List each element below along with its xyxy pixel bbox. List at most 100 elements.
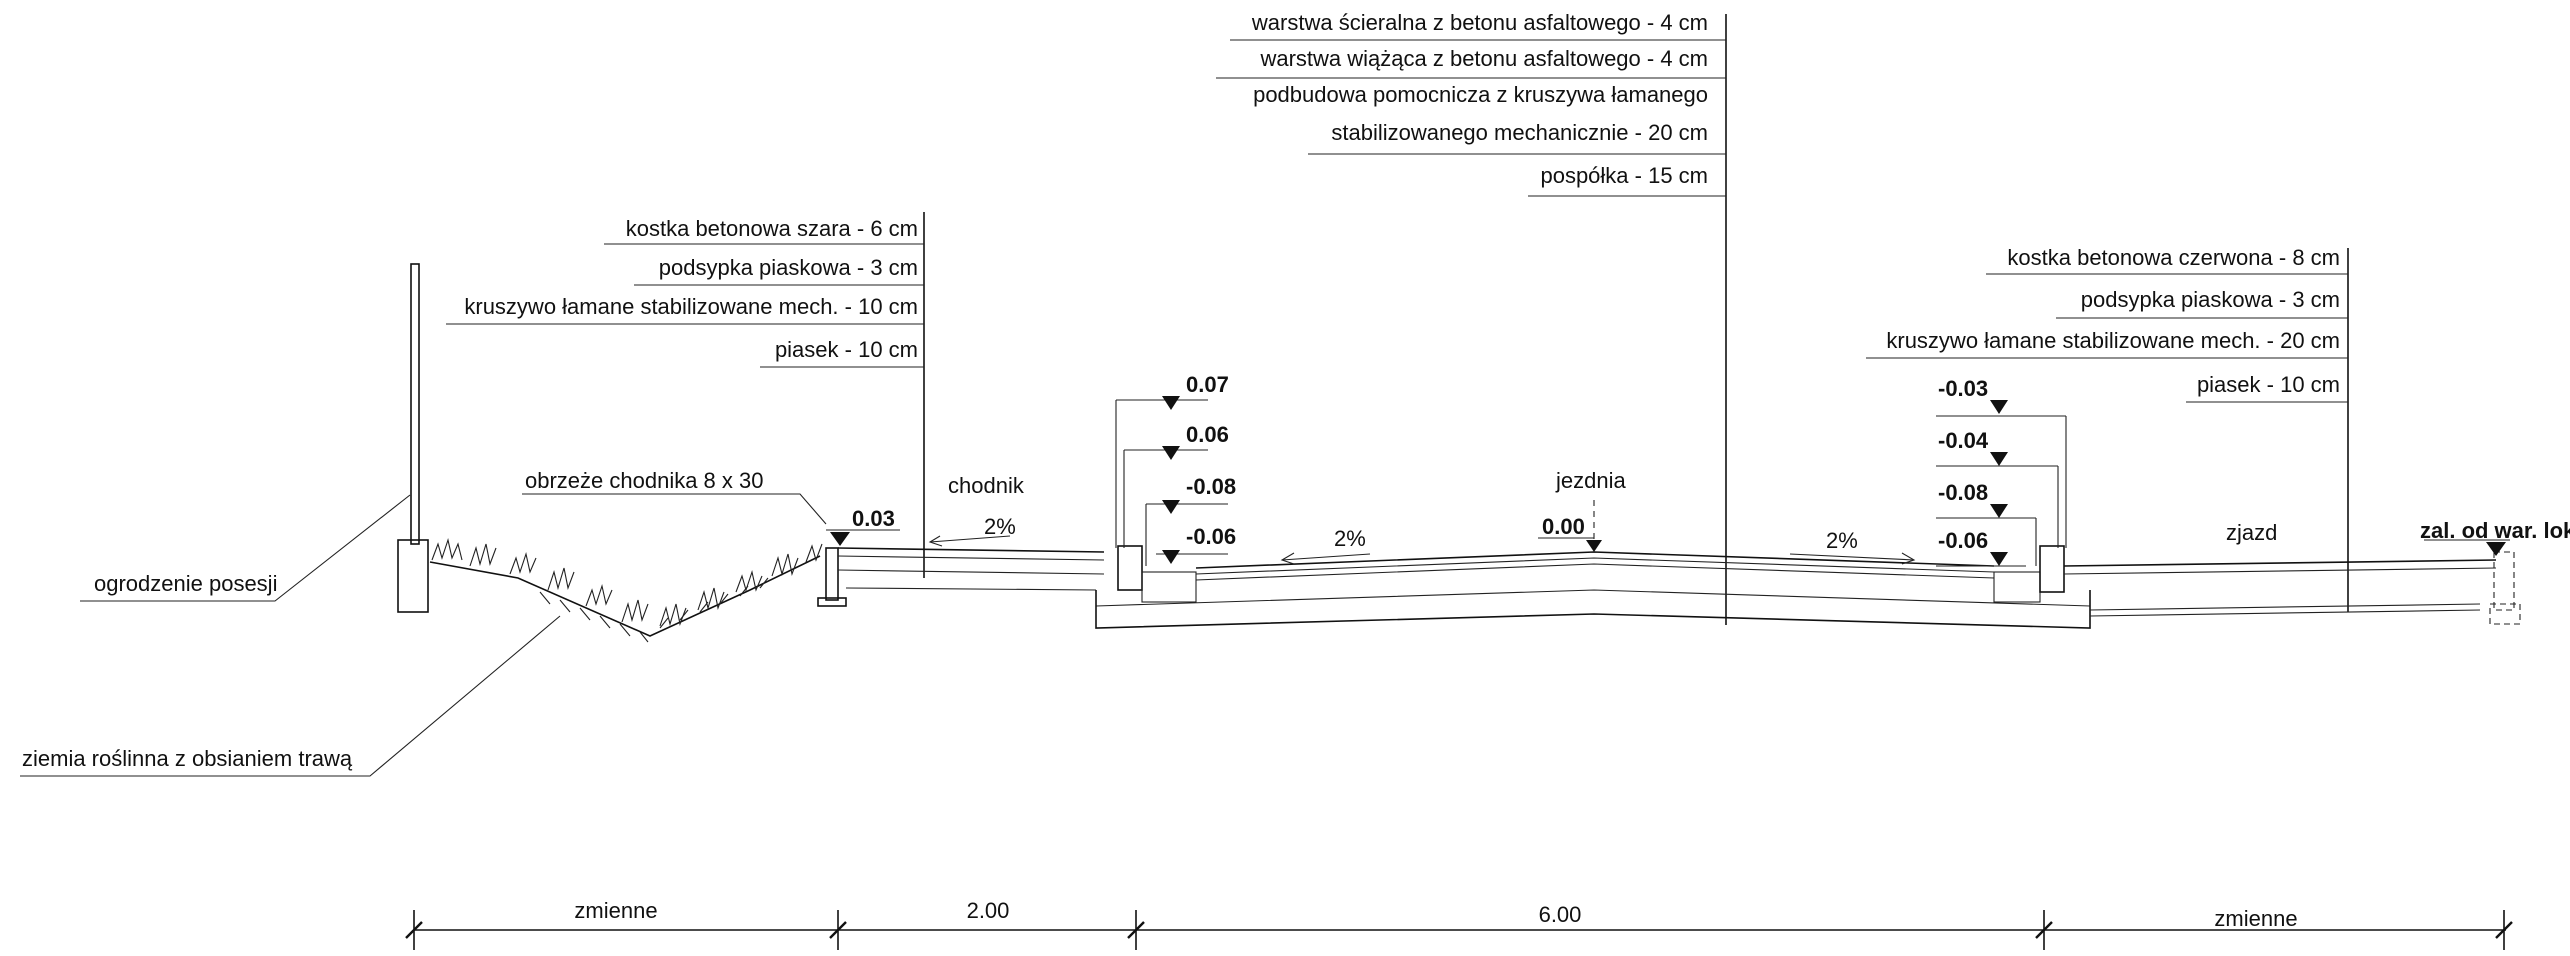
roadway-label: jezdnia <box>1555 468 1626 493</box>
elevation-marker-icon <box>830 532 850 546</box>
driveway-surface <box>2063 559 2497 567</box>
driveway-layer-label: kruszywo łamane stabilizowane mech. - 20… <box>1886 328 2340 353</box>
driveway-layers-callout: kostka betonowa czerwona - 8 cm podsypka… <box>1866 245 2349 612</box>
elevation-marker-icon <box>1990 452 2008 466</box>
edging-label: obrzeże chodnika 8 x 30 <box>525 468 764 493</box>
roadway-structure: jezdnia 0.00 2% 2% <box>1095 468 2091 629</box>
dimension-slash-icon <box>1127 921 1145 939</box>
elevation-marker-icon <box>1990 400 2008 414</box>
sidewalk-label: chodnik <box>948 473 1025 498</box>
elevation-marker-icon <box>1162 550 1180 564</box>
dimension-line: zmienne 2.00 6.00 zmienne <box>405 898 2513 950</box>
sidewalk-slope-arrowhead-icon <box>928 535 943 547</box>
driveway-layer-line <box>2089 603 2481 611</box>
right-curb-stone <box>2039 545 2065 593</box>
edging-stone <box>825 547 839 601</box>
dimension-slash-icon <box>829 921 847 939</box>
sidewalk-layer-label: kruszywo łamane stabilizowane mech. - 10… <box>464 294 918 319</box>
road-surface <box>1195 551 1995 569</box>
dimension-value: zmienne <box>2214 906 2297 931</box>
right-curb: -0.03 -0.04 -0.08 -0.06 <box>1936 376 2067 603</box>
sidewalk-surface <box>837 547 1105 553</box>
elevation-left-curb: -0.08 <box>1186 474 1236 499</box>
asphalt-layer-label: warstwa wiążąca z betonu asfaltowego - 4… <box>1259 46 1708 71</box>
fence-leader <box>80 494 411 602</box>
driveway-layer-label: kostka betonowa czerwona - 8 cm <box>2007 245 2340 270</box>
topsoil-label: ziemia roślinna z obsianiem trawą <box>22 746 353 771</box>
elevation-road-axis: 0.00 <box>1542 514 1585 539</box>
sidewalk-slope-arrow-icon <box>929 535 1011 543</box>
asphalt-layer-label: podbudowa pomocnicza z kruszywa łamanego <box>1253 82 1708 107</box>
dimension-slash-icon <box>2495 921 2513 939</box>
sidewalk-layer-label: podsypka piaskowa - 3 cm <box>659 255 918 280</box>
driveway-layer-label: podsypka piaskowa - 3 cm <box>2081 287 2340 312</box>
sidewalk-layer-label: kostka betonowa szara - 6 cm <box>626 216 918 241</box>
sidewalk-layer-line <box>837 569 1105 575</box>
elevation-marker-icon <box>1162 446 1180 460</box>
driveway-layer-label: piasek - 10 cm <box>2197 372 2340 397</box>
driveway-layer-line <box>2063 567 2497 575</box>
elevation-marker-icon <box>2486 542 2506 556</box>
fence: ogrodzenie posesji <box>80 263 429 613</box>
edging-footing <box>817 597 847 607</box>
elevation-right-curb: -0.08 <box>1938 480 1988 505</box>
driveway-end-edging <box>2493 551 2515 611</box>
edging-leader <box>522 493 827 525</box>
road-left-slope-arrow-icon <box>1281 553 1371 561</box>
fence-foundation <box>397 539 429 613</box>
left-curb-stone <box>1117 545 1143 591</box>
sidewalk-layer-line <box>845 587 1097 591</box>
left-curb-gutter <box>1141 571 1197 603</box>
asphalt-layers-callout: warstwa ścieralna z betonu asfaltowego -… <box>1216 10 1727 625</box>
right-curb-gutter <box>1993 571 2041 603</box>
road-layer-line <box>1195 563 1995 581</box>
road-right-slope-arrowhead-icon <box>1901 552 1916 565</box>
fence-post <box>410 263 420 545</box>
elevation-left-curb: 0.06 <box>1186 422 1229 447</box>
elevation-right-curb: -0.03 <box>1938 376 1988 401</box>
road-right-slope-arrow-icon <box>1789 553 1915 561</box>
elevation-marker-icon <box>1162 500 1180 514</box>
road-left-slope-arrowhead-icon <box>1280 552 1295 565</box>
driveway-label: zjazd <box>2226 520 2277 545</box>
road-layer-line <box>1095 589 2091 607</box>
elevation-marker-icon <box>1990 552 2008 566</box>
dimension-slash-icon <box>2035 921 2053 939</box>
road-layer-line <box>1195 557 1995 575</box>
grass-tufts-icon <box>431 537 823 627</box>
sidewalk-structure: chodnik 2% 0.03 <box>826 473 1105 591</box>
elevation-right-curb: -0.06 <box>1938 528 1988 553</box>
drainage-ditch: ziemia roślinna z obsianiem trawą <box>20 537 823 777</box>
dimension-value: 6.00 <box>1539 902 1582 927</box>
dimension-slash-icon <box>405 921 423 939</box>
asphalt-layer-label: pospółka - 15 cm <box>1540 163 1708 188</box>
asphalt-layer-label: warstwa ścieralna z betonu asfaltowego -… <box>1251 10 1708 35</box>
driveway-structure: zjazd zal. od war. lok. <box>2063 518 2570 625</box>
elevation-marker-icon <box>1586 540 1602 552</box>
elevation-sidewalk-edge: 0.03 <box>852 506 895 531</box>
road-left-slope-label: 2% <box>1334 526 1366 551</box>
ditch-hatching <box>539 577 769 643</box>
sidewalk-layers-callout: kostka betonowa szara - 6 cm podsypka pi… <box>446 212 925 578</box>
left-curb: 0.07 0.06 -0.08 -0.06 <box>1115 372 1236 603</box>
driveway-end-footing <box>2489 603 2521 625</box>
elevation-left-curb: -0.06 <box>1186 524 1236 549</box>
driveway-end-label: zal. od war. lok. <box>2420 518 2570 543</box>
elevation-right-curb: -0.04 <box>1938 428 1989 453</box>
sidewalk-layer-label: piasek - 10 cm <box>775 337 918 362</box>
topsoil-leader <box>20 615 561 777</box>
elevation-left-curb: 0.07 <box>1186 372 1229 397</box>
fence-label: ogrodzenie posesji <box>94 571 277 596</box>
sidewalk-edging: obrzeże chodnika 8 x 30 <box>522 468 847 607</box>
dimension-value: 2.00 <box>967 898 1010 923</box>
sidewalk-slope-label: 2% <box>984 514 1016 539</box>
dimension-value: zmienne <box>574 898 657 923</box>
ditch-profile <box>429 555 821 637</box>
elevation-marker-icon <box>1162 396 1180 410</box>
road-right-slope-label: 2% <box>1826 528 1858 553</box>
sidewalk-layer-line <box>837 555 1105 561</box>
asphalt-layer-label: stabilizowanego mechanicznie - 20 cm <box>1331 120 1708 145</box>
road-subbase-outline <box>1095 590 2091 629</box>
driveway-layer-line <box>2089 609 2481 617</box>
